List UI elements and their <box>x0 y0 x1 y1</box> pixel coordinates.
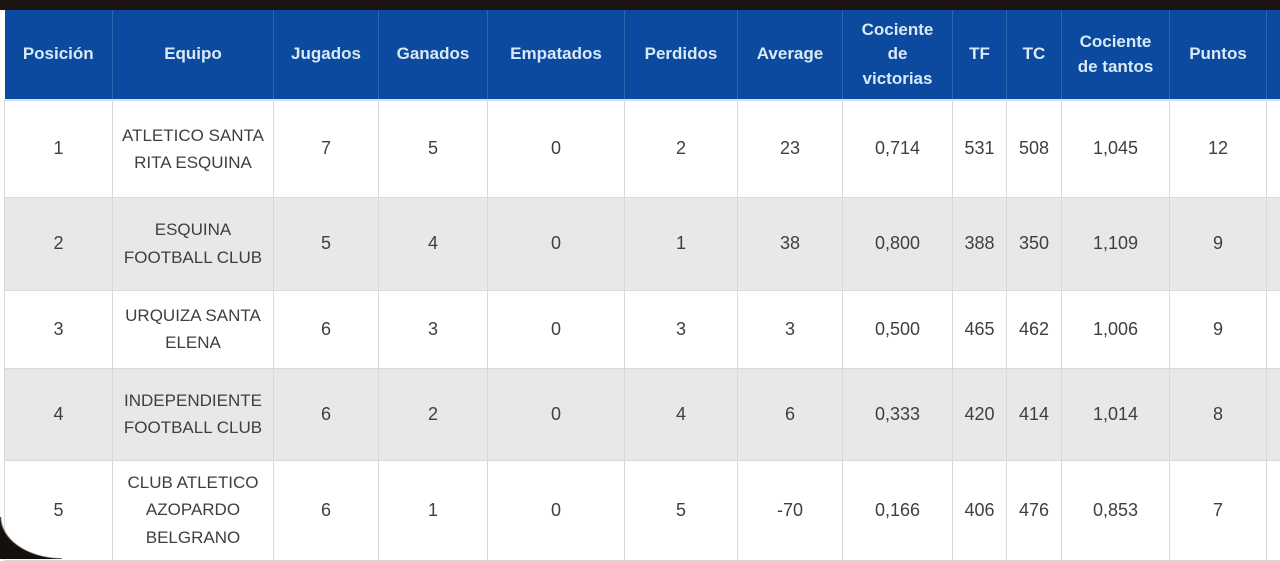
cell-tc: 350 <box>1007 197 1062 290</box>
header-row: Posición Equipo Jugados Ganados Empatado… <box>5 10 1280 100</box>
cell-tf: 406 <box>953 460 1007 560</box>
cell-jugados: 5 <box>274 197 379 290</box>
cell-cociente-victorias: 0,333 <box>843 368 953 460</box>
cell-tc: 476 <box>1007 460 1062 560</box>
top-black-bar <box>0 0 1280 10</box>
cell-tf: 388 <box>953 197 1007 290</box>
cell-empatados: 0 <box>488 290 625 368</box>
cell-ganados: 2 <box>379 368 488 460</box>
cell-cociente-tantos: 0,853 <box>1062 460 1170 560</box>
cell-perdidos: 4 <box>625 368 738 460</box>
cell-ganados: 5 <box>379 100 488 197</box>
column-header-tc: TC <box>1007 10 1062 100</box>
column-header-puntos: Puntos <box>1170 10 1267 100</box>
partial-column-header <box>1267 10 1280 100</box>
cell-puntos: 7 <box>1170 460 1267 560</box>
cell-posicion: 5 <box>5 460 113 560</box>
partial-column-cell <box>1267 460 1280 560</box>
cell-average: 6 <box>738 368 843 460</box>
cell-posicion: 1 <box>5 100 113 197</box>
cell-posicion: 4 <box>5 368 113 460</box>
cell-tf: 465 <box>953 290 1007 368</box>
column-header-empatados: Empatados <box>488 10 625 100</box>
column-header-perdidos: Perdidos <box>625 10 738 100</box>
cell-ganados: 4 <box>379 197 488 290</box>
cell-puntos: 12 <box>1170 100 1267 197</box>
cell-average: 38 <box>738 197 843 290</box>
cell-cociente-victorias: 0,714 <box>843 100 953 197</box>
cell-jugados: 6 <box>274 368 379 460</box>
cell-average: 3 <box>738 290 843 368</box>
column-header-posicion: Posición <box>5 10 113 100</box>
partial-column-cell <box>1267 290 1280 368</box>
standings-page: Posición Equipo Jugados Ganados Empatado… <box>0 10 1280 561</box>
cell-tc: 508 <box>1007 100 1062 197</box>
cell-empatados: 0 <box>488 368 625 460</box>
cell-average: -70 <box>738 460 843 560</box>
column-header-average: Average <box>738 10 843 100</box>
column-header-cociente-victorias: Cociente de victorias <box>843 10 953 100</box>
cell-cociente-tantos: 1,014 <box>1062 368 1170 460</box>
cell-tc: 414 <box>1007 368 1062 460</box>
cell-ganados: 3 <box>379 290 488 368</box>
cell-tc: 462 <box>1007 290 1062 368</box>
cell-empatados: 0 <box>488 460 625 560</box>
cell-perdidos: 3 <box>625 290 738 368</box>
cell-cociente-victorias: 0,166 <box>843 460 953 560</box>
cell-puntos: 9 <box>1170 197 1267 290</box>
cell-equipo: INDEPENDIENTE FOOTBALL CLUB <box>113 368 274 460</box>
cell-tf: 531 <box>953 100 1007 197</box>
cell-ganados: 1 <box>379 460 488 560</box>
cell-equipo: ESQUINA FOOTBALL CLUB <box>113 197 274 290</box>
partial-column-cell <box>1267 100 1280 197</box>
column-header-ganados: Ganados <box>379 10 488 100</box>
cell-equipo: CLUB ATLETICO AZOPARDO BELGRANO <box>113 460 274 560</box>
cell-puntos: 9 <box>1170 290 1267 368</box>
cell-empatados: 0 <box>488 197 625 290</box>
cell-posicion: 2 <box>5 197 113 290</box>
cell-tf: 420 <box>953 368 1007 460</box>
column-header-equipo: Equipo <box>113 10 274 100</box>
partial-column-cell <box>1267 368 1280 460</box>
cell-equipo: ATLETICO SANTA RITA ESQUINA <box>113 100 274 197</box>
standings-table: Posición Equipo Jugados Ganados Empatado… <box>4 10 1280 561</box>
cell-cociente-tantos: 1,045 <box>1062 100 1170 197</box>
cell-perdidos: 5 <box>625 460 738 560</box>
cell-cociente-victorias: 0,800 <box>843 197 953 290</box>
column-header-tf: TF <box>953 10 1007 100</box>
table-header: Posición Equipo Jugados Ganados Empatado… <box>5 10 1280 100</box>
cell-puntos: 8 <box>1170 368 1267 460</box>
cell-posicion: 3 <box>5 290 113 368</box>
cell-perdidos: 1 <box>625 197 738 290</box>
column-header-jugados: Jugados <box>274 10 379 100</box>
cell-average: 23 <box>738 100 843 197</box>
column-header-cociente-tantos: Cociente de tantos <box>1062 10 1170 100</box>
partial-column-cell <box>1267 197 1280 290</box>
cell-perdidos: 2 <box>625 100 738 197</box>
cell-empatados: 0 <box>488 100 625 197</box>
cell-jugados: 7 <box>274 100 379 197</box>
cell-cociente-victorias: 0,500 <box>843 290 953 368</box>
cell-cociente-tantos: 1,006 <box>1062 290 1170 368</box>
cell-equipo: URQUIZA SANTA ELENA <box>113 290 274 368</box>
cell-cociente-tantos: 1,109 <box>1062 197 1170 290</box>
cell-jugados: 6 <box>274 290 379 368</box>
cell-jugados: 6 <box>274 460 379 560</box>
